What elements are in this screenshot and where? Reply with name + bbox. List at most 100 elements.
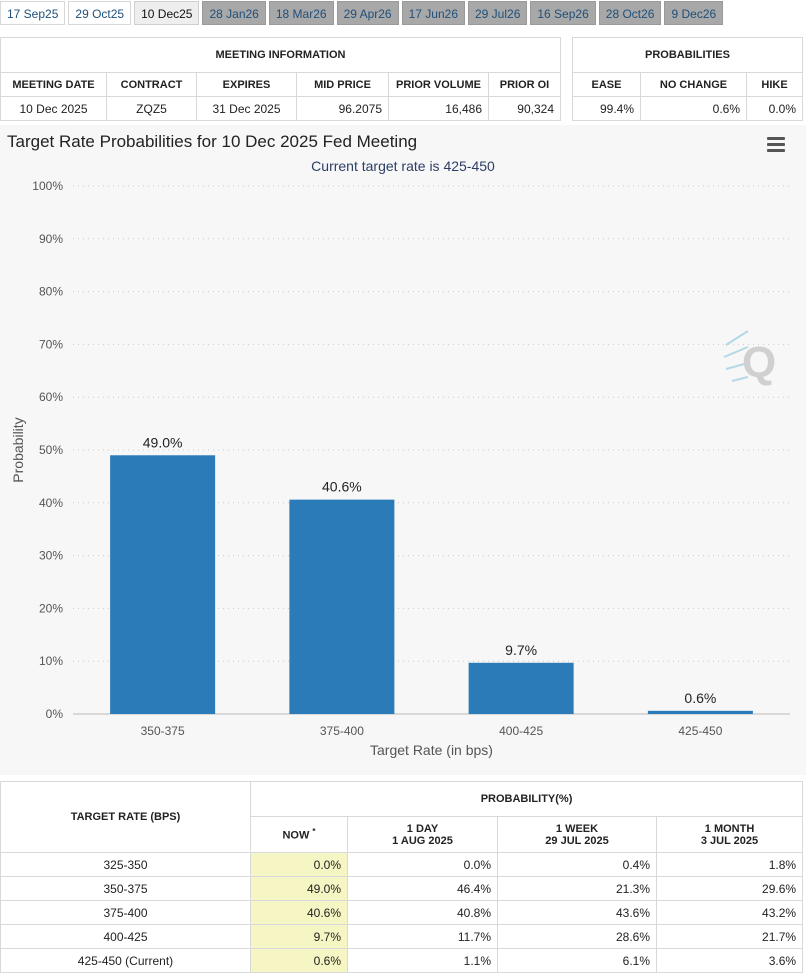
header-hike: HIKE (745, 72, 804, 97)
meeting-date-value: 10 Dec 2025 (0, 96, 107, 121)
tab-16-sep26[interactable]: 16 Sep26 (530, 1, 596, 25)
header-col-1-day: 1 DAY 1 AUG 2025 (347, 816, 498, 853)
chart-subtitle: Current target rate is 425-450 (311, 158, 495, 174)
hike-value: 0.0% (745, 96, 804, 121)
header-contract: CONTRACT (106, 72, 197, 97)
header-col-line1: 1 MONTH (704, 822, 755, 835)
probability-cell: 0.0% (250, 852, 348, 877)
y-tick-label: 70% (39, 337, 63, 351)
table-row: 400-425 9.7% 11.7% 28.6% 21.7% (0, 924, 804, 949)
svg-text:Q: Q (742, 338, 776, 387)
probability-cell: 40.6% (250, 900, 348, 925)
y-tick-label: 0% (46, 707, 64, 721)
probabilities-title: PROBABILITIES (571, 37, 804, 73)
probability-cell: 46.4% (347, 876, 498, 901)
header-col-line1: NOW (282, 829, 310, 842)
expires-value: 31 Dec 2025 (196, 96, 297, 121)
tab-17-jun26[interactable]: 17 Jun26 (401, 1, 465, 25)
table-row: 325-350 0.0% 0.0% 0.4% 1.8% (0, 852, 804, 877)
target-rate-cell: 325-350 (0, 852, 251, 877)
y-tick-label: 60% (39, 390, 63, 404)
tab-28-jan26[interactable]: 28 Jan26 (202, 1, 266, 25)
probabilities-summary-table: PROBABILITIES EASE NO CHANGE HIKE 99.4% … (571, 37, 804, 121)
probability-cell: 29.6% (655, 876, 804, 901)
probability-cell: 1.8% (655, 852, 804, 877)
y-tick-label: 20% (39, 601, 63, 615)
tab-17-sep25[interactable]: 17 Sep25 (0, 1, 66, 25)
probability-cell: 21.7% (655, 924, 804, 949)
tab-29-oct25[interactable]: 29 Oct25 (68, 1, 132, 25)
y-tick-label: 100% (32, 179, 63, 193)
table-row: 375-400 40.6% 40.8% 43.6% 43.2% (0, 900, 804, 925)
probability-cell: 11.7% (347, 924, 498, 949)
hamburger-menu-icon[interactable] (767, 137, 785, 152)
tab-9-dec26[interactable]: 9 Dec26 (664, 1, 724, 25)
tab-18-mar26[interactable]: 18 Mar26 (268, 1, 334, 25)
bar-375-400 (289, 499, 395, 714)
target-rate-cell: 400-425 (0, 924, 251, 949)
header-no-change: NO CHANGE (640, 72, 747, 97)
target-rate-cell: 375-400 (0, 900, 251, 925)
table-row: 425-450 (Current) 0.6% 1.1% 6.1% 3.6% (0, 948, 804, 973)
header-meeting-date: MEETING DATE (0, 72, 107, 97)
tab-29-jul26[interactable]: 29 Jul26 (468, 1, 528, 25)
header-prior-oi: PRIOR OI (488, 72, 561, 97)
header-target-rate: TARGET RATE (BPS) (0, 781, 251, 853)
bar-400-425 (468, 662, 574, 714)
q-logo-icon: Q (723, 330, 776, 387)
y-axis-title: Probability (10, 417, 26, 482)
probability-cell: 40.8% (347, 900, 498, 925)
x-tick-label: 350-375 (141, 724, 185, 738)
table-row: 350-375 49.0% 46.4% 21.3% 29.6% (0, 876, 804, 901)
header-col-line1: 1 DAY (406, 822, 439, 835)
target-rate-cell: 425-450 (Current) (0, 948, 251, 973)
bar-data-label: 40.6% (322, 479, 362, 495)
header-col-line1: 1 WEEK (555, 822, 599, 835)
header-col-1-month: 1 MONTH 3 JUL 2025 (655, 816, 804, 853)
header-expires: EXPIRES (196, 72, 297, 97)
probability-cell: 0.6% (250, 948, 348, 973)
header-col-line2: 29 JUL 2025 (545, 834, 609, 847)
probability-cell: 3.6% (655, 948, 804, 973)
tab-29-apr26[interactable]: 29 Apr26 (336, 1, 399, 25)
ease-value: 99.4% (572, 96, 641, 121)
no-change-value: 0.6% (640, 96, 747, 121)
tab-28-oct26[interactable]: 28 Oct26 (598, 1, 662, 25)
probability-cell: 6.1% (497, 948, 657, 973)
target-rate-probability-table: TARGET RATE (BPS) PROBABILITY(%) NOW * 1 … (0, 781, 804, 973)
meeting-information-table: MEETING INFORMATION MEETING DATE CONTRAC… (0, 37, 561, 121)
now-footnote-marker: * (312, 827, 316, 837)
probability-cell: 0.0% (347, 852, 498, 877)
header-probability: PROBABILITY(%) (249, 781, 804, 817)
probability-cell: 28.6% (497, 924, 657, 949)
meeting-information-title: MEETING INFORMATION (0, 37, 561, 73)
probability-cell: 9.7% (250, 924, 348, 949)
y-tick-label: 40% (39, 496, 63, 510)
probability-cell: 1.1% (347, 948, 498, 973)
probability-cell: 21.3% (497, 876, 657, 901)
contract-value: ZQZ5 (106, 96, 197, 121)
header-col-line2: 1 AUG 2025 (392, 834, 453, 847)
target-rate-cell: 350-375 (0, 876, 251, 901)
bar-425-450 (647, 710, 753, 714)
probability-cell: 0.4% (497, 852, 657, 877)
y-tick-label: 50% (39, 443, 63, 457)
bar-data-label: 0.6% (684, 690, 716, 706)
probability-cell: 43.2% (655, 900, 804, 925)
tab-10-dec25[interactable]: 10 Dec25 (134, 1, 200, 25)
x-tick-label: 400-425 (499, 724, 543, 738)
bar-data-label: 9.7% (505, 642, 537, 658)
y-tick-label: 30% (39, 549, 63, 563)
header-prior-volume: PRIOR VOLUME (388, 72, 489, 97)
y-tick-label: 80% (39, 285, 63, 299)
mid-price-value: 96.2075 (296, 96, 389, 121)
target-rate-chart: Q 0% 10% 20% 30% 40% 50% 60% 70% 80% 90% 100% 49.0% 3… (10, 179, 790, 758)
header-mid-price: MID PRICE (296, 72, 389, 97)
probability-cell: 43.6% (497, 900, 657, 925)
probability-cell: 49.0% (250, 876, 348, 901)
x-axis-title: Target Rate (in bps) (370, 742, 493, 758)
x-tick-label: 375-400 (320, 724, 364, 738)
y-tick-label: 10% (39, 654, 63, 668)
header-col-1-week: 1 WEEK 29 JUL 2025 (497, 816, 657, 853)
header-ease: EASE (572, 72, 641, 97)
